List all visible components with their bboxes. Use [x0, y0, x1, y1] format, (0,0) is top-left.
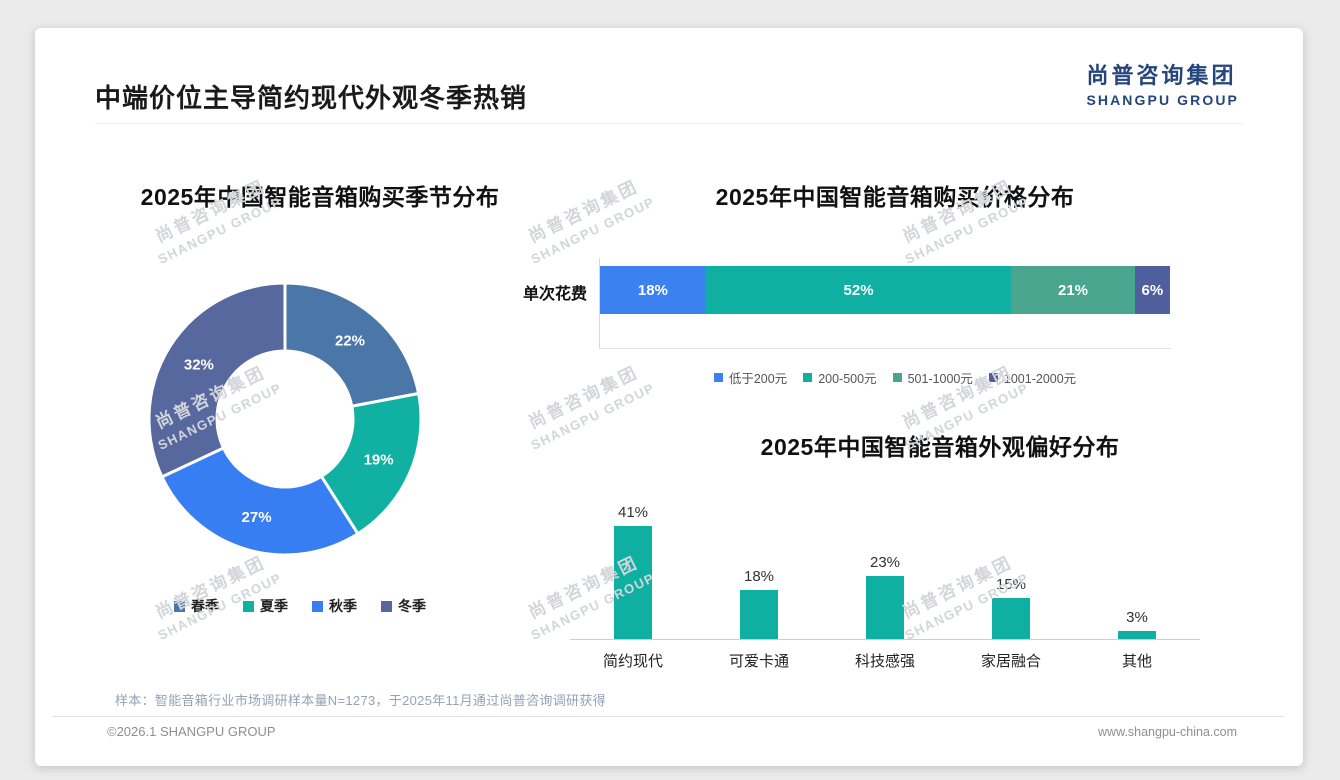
logo-en-text: SHANGPU GROUP [1086, 92, 1239, 108]
legend-item-春季: 春季 [174, 596, 219, 616]
legend-item-501-1000元: 501-1000元 [892, 368, 973, 387]
pref-column-其他: 3% [1074, 488, 1200, 639]
price-stacked-bar: 18% 52% 21% 6% [600, 266, 1170, 314]
legend-label: 冬季 [398, 598, 426, 614]
legend-swatch [243, 600, 254, 612]
watermark-cn: 尚普咨询集团 [152, 176, 269, 247]
price-segment-200-500元: 52% [705, 266, 1012, 314]
pref-category-label: 其他 [1121, 653, 1152, 670]
copyright-text: ©2026.1 SHANGPU GROUP [107, 724, 276, 739]
pref-category-label: 简约现代 [602, 653, 663, 670]
legend-swatch [803, 373, 813, 382]
pref-value-label: 23% [869, 553, 901, 571]
donut-segment-冬季 [147, 281, 287, 479]
legend-item-200-500元: 200-500元 [803, 368, 877, 387]
price-segment-501-1000元: 21% [1011, 266, 1135, 314]
pref-bar [740, 589, 778, 639]
price-baseline [599, 348, 1171, 349]
legend-item-秋季: 秋季 [312, 596, 357, 616]
legend-item-1001-2000元: 1001-2000元 [988, 368, 1077, 387]
pref-column-可爱卡通: 18% [696, 488, 822, 639]
pref-bar [992, 597, 1030, 639]
donut-svg: 22% 19% 27% 32% [147, 281, 423, 557]
pref-category-label: 科技感强 [854, 653, 915, 670]
pref-column-科技感强: 23% [822, 488, 948, 639]
price-chart-title: 2025年中国智能音箱购买价格分布 [715, 184, 1075, 210]
preference-bar-chart: 41% 18% 23% 15% 3% [570, 488, 1200, 640]
price-axis-line [599, 258, 600, 348]
legend-label: 501-1000元 [907, 372, 973, 386]
legend-swatch [892, 373, 902, 382]
pref-value-label: 41% [617, 504, 649, 522]
donut-segment-label: 22% [335, 332, 365, 349]
pref-value-label: 3% [1126, 608, 1148, 626]
price-segment-低于200元: 18% [600, 266, 706, 314]
legend-swatch [174, 600, 185, 612]
legend-label: 低于200元 [728, 372, 788, 386]
preference-chart-title: 2025年中国智能音箱外观偏好分布 [760, 434, 1120, 460]
price-segment-1001-2000元: 6% [1134, 266, 1170, 314]
preference-category-labels: 简约现代 可爱卡通 科技感强 家居融合 其他 [570, 650, 1200, 671]
watermark-cn: 尚普咨询集团 [525, 176, 642, 247]
legend-swatch [988, 373, 998, 382]
watermark-cn: 尚普咨询集团 [899, 176, 1016, 247]
legend-swatch [312, 600, 323, 612]
legend-item-低于200元: 低于200元 [713, 368, 788, 387]
season-chart-title: 2025年中国智能音箱购买季节分布 [140, 184, 500, 210]
legend-label: 200-500元 [818, 372, 877, 386]
footer-divider [53, 716, 1285, 717]
legend-swatch [713, 373, 723, 382]
page-title: 中端价位主导简约现代外观冬季热销 [95, 83, 528, 113]
legend-item-夏季: 夏季 [243, 596, 288, 616]
slide-card: 中端价位主导简约现代外观冬季热销 尚普咨询集团 SHANGPU GROUP 20… [35, 28, 1303, 766]
legend-label: 春季 [191, 598, 219, 614]
donut-segment-秋季 [159, 445, 360, 557]
donut-segment-夏季 [319, 391, 423, 536]
price-row-label: 单次花费 [522, 286, 587, 303]
pref-bar [866, 575, 904, 639]
price-legend: 低于200元 200-500元 501-1000元 1001-2000元 [595, 368, 1195, 387]
legend-label: 夏季 [260, 598, 288, 614]
season-legend: 春季 夏季 秋季 冬季 [35, 596, 565, 616]
sample-note: 样本：智能音箱行业市场调研样本量N=1273，于2025年11月通过尚普咨询调研… [115, 693, 606, 708]
season-donut-chart: 22% 19% 27% 32% [135, 269, 435, 569]
donut-segment-春季 [283, 281, 421, 409]
legend-label: 1001-2000元 [1003, 372, 1077, 386]
pref-column-简约现代: 41% [570, 488, 696, 639]
legend-label: 秋季 [329, 598, 357, 614]
pref-category-label: 家居融合 [980, 653, 1041, 670]
pref-category-label: 可爱卡通 [728, 653, 789, 670]
legend-item-冬季: 冬季 [381, 596, 426, 616]
legend-swatch [381, 600, 392, 612]
pref-value-label: 18% [743, 567, 775, 585]
donut-segment-label: 27% [242, 509, 272, 526]
title-divider [95, 123, 1243, 124]
pref-column-家居融合: 15% [948, 488, 1074, 639]
pref-value-label: 15% [995, 575, 1027, 593]
pref-bar [614, 526, 652, 639]
pref-bar [1118, 630, 1156, 639]
logo-cn-text: 尚普咨询集团 [1086, 63, 1237, 88]
donut-segment-label: 32% [184, 356, 214, 373]
website-text: www.shangpu-china.com [1098, 725, 1237, 739]
company-logo: 尚普咨询集团 SHANGPU GROUP [1086, 58, 1239, 108]
donut-segment-label: 19% [364, 452, 394, 469]
